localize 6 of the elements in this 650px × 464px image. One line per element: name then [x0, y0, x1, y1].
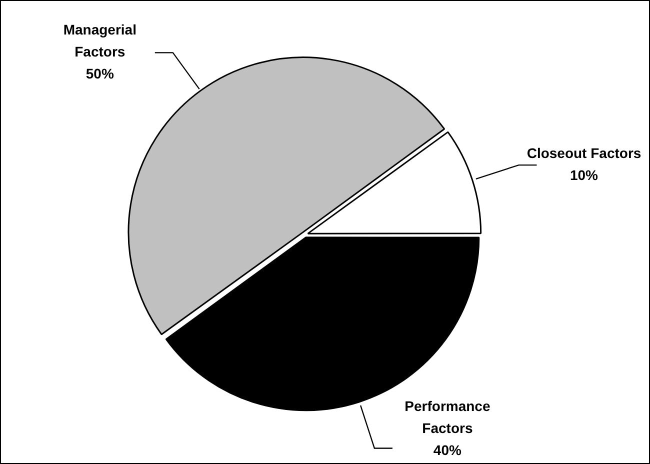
data-label: 40%	[433, 442, 462, 458]
slice-label: Closeout Factors	[526, 144, 642, 161]
data-label: 10%	[570, 166, 599, 183]
data-label: 50%	[86, 66, 114, 82]
slice-label: Performance Factors	[404, 398, 490, 436]
slice-label: Managerial Factors	[63, 22, 136, 60]
